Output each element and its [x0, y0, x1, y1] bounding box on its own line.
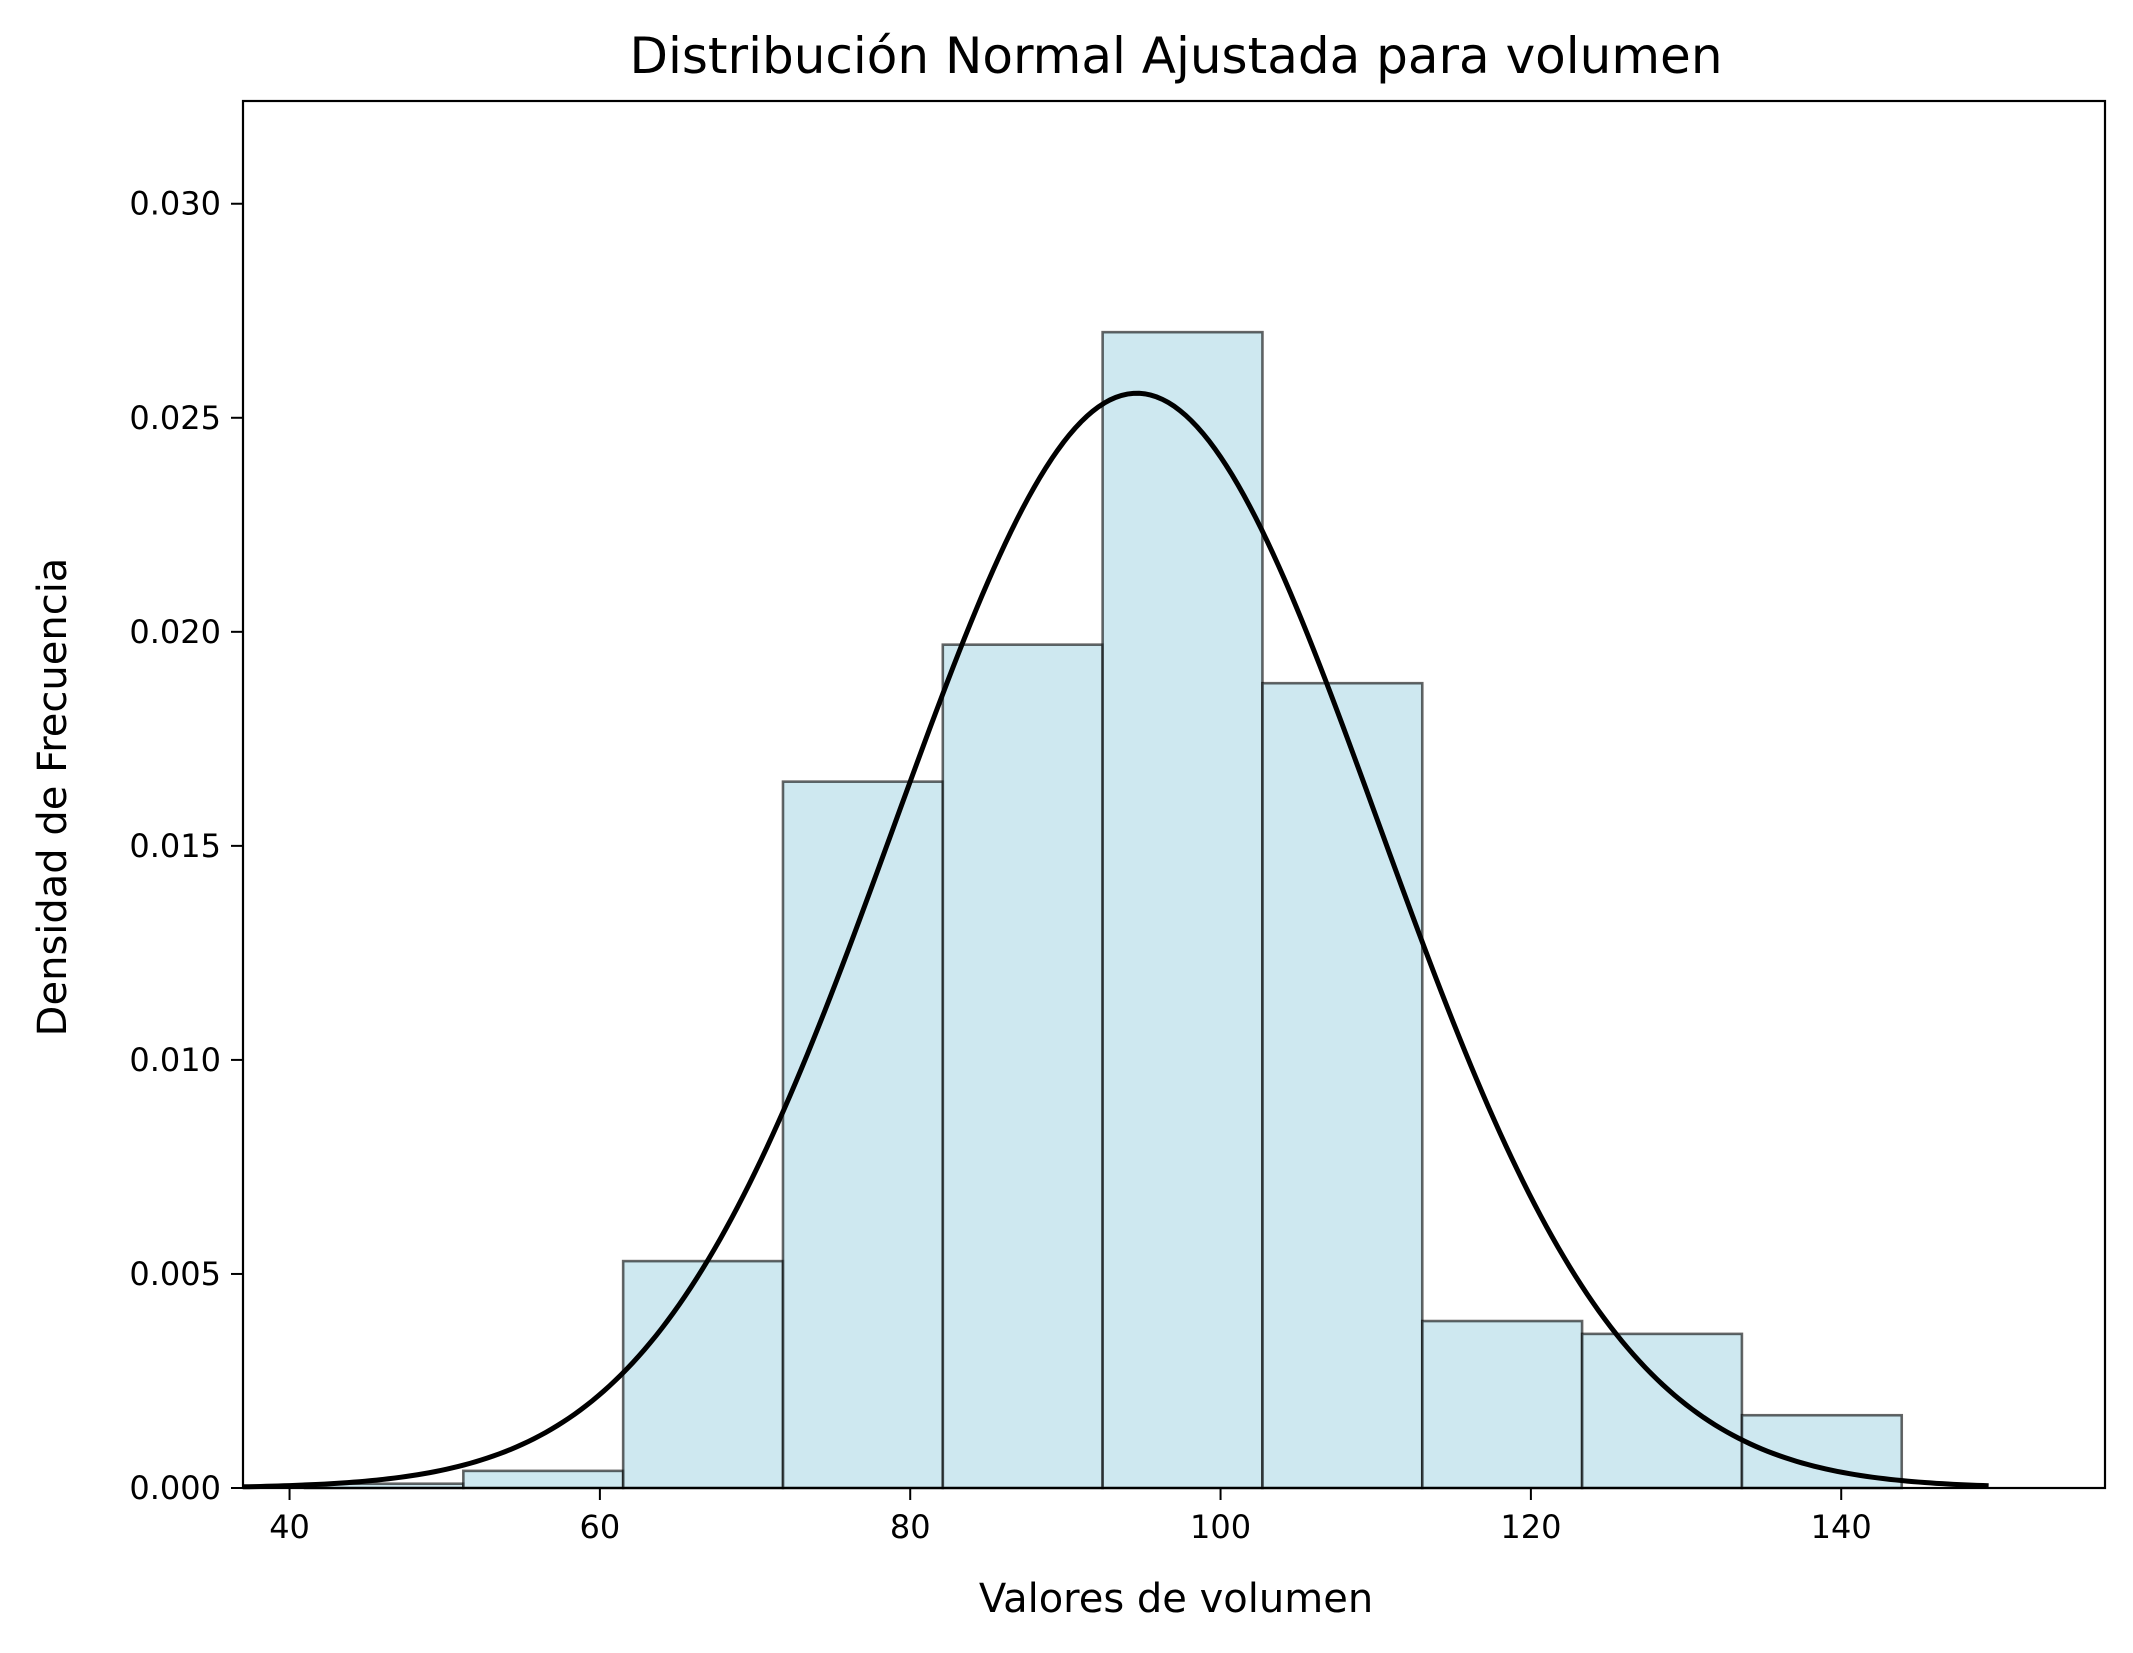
plot-area: [241, 99, 2107, 1490]
y-tick-label: 0.005: [129, 1255, 221, 1293]
x-tick-label: 60: [580, 1508, 621, 1546]
y-axis: 0.000 0.005 0.010 0.015 0.020 0.025 0.030: [129, 185, 243, 1507]
x-tick-label: 40: [269, 1508, 310, 1546]
histogram-bar: [1261, 681, 1424, 1490]
y-tick-label: 0.000: [129, 1469, 221, 1507]
y-tick-label: 0.025: [129, 399, 221, 437]
x-tick-label: 140: [1811, 1508, 1872, 1546]
histogram-bar: [462, 1469, 625, 1490]
histogram-bar: [621, 1259, 785, 1490]
x-tick-label: 120: [1500, 1508, 1561, 1546]
x-axis-label: Valores de volumen: [979, 1576, 1373, 1622]
histogram-bar: [1101, 330, 1264, 1490]
y-tick-label: 0.020: [129, 613, 221, 651]
fitted-normal-curve: [242, 390, 1989, 1490]
x-tick-label: 80: [890, 1508, 931, 1546]
x-axis: 40 60 80 100 120 140: [269, 1488, 1872, 1546]
histogram-bar: [1580, 1332, 1744, 1490]
plot-frame: [241, 99, 2107, 1490]
chart-title: Distribución Normal Ajustada para volume…: [629, 27, 1722, 85]
histogram-bar: [781, 780, 945, 1490]
y-axis-label: Densidad de Frecuencia: [30, 558, 76, 1037]
histogram-bar: [941, 643, 1104, 1490]
fitted-curve-group: [242, 390, 1989, 1490]
x-tick-label: 100: [1190, 1508, 1251, 1546]
y-tick-label: 0.030: [129, 185, 221, 223]
y-tick-label: 0.010: [129, 1041, 221, 1079]
histogram-bars: [303, 330, 1904, 1490]
y-tick-label: 0.015: [129, 827, 221, 865]
histogram-bar: [1420, 1319, 1584, 1490]
